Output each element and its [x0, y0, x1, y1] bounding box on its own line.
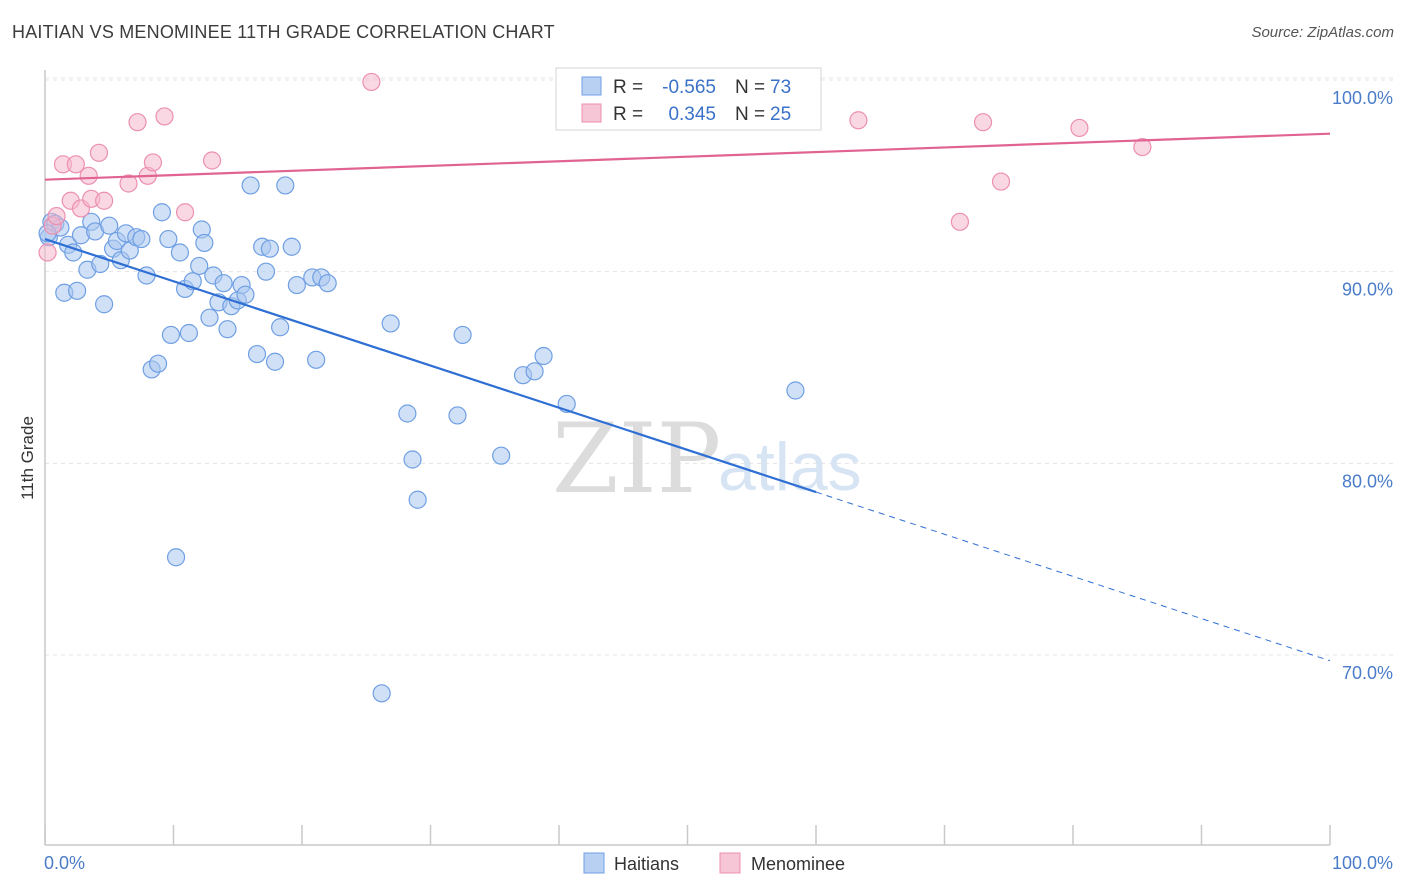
haitians-point [287, 275, 306, 295]
haitians-point [236, 285, 255, 304]
haitians-point [260, 239, 279, 258]
bottom-legend-label-menominee: Menominee [751, 854, 845, 874]
x-tick-label-min: 0.0% [44, 853, 85, 873]
menominee-point [1133, 137, 1152, 157]
haitians-point [525, 362, 544, 381]
menominee-point [79, 166, 98, 185]
haitians-point [170, 243, 190, 262]
haitians-point [307, 350, 326, 369]
haitians-point [64, 243, 83, 262]
haitians-point [318, 274, 337, 293]
haitians-point [161, 325, 181, 345]
bottom-legend-label-haitians: Haitians [614, 854, 679, 874]
series-legend: Haitians Menominee [583, 852, 845, 874]
haitians-point [492, 446, 511, 465]
menominee-point [362, 72, 381, 92]
haitians-point [534, 346, 553, 366]
haitians-point [448, 406, 467, 425]
trend-lines [44, 132, 1331, 662]
watermark: ZIP atlas [552, 403, 862, 515]
haitians-point [159, 229, 178, 249]
menominee-point [950, 212, 970, 231]
menominee-point [38, 243, 57, 262]
legend-swatch-menominee [581, 103, 602, 123]
haitians-point [265, 352, 285, 371]
y-tick-label: 80.0% [1342, 471, 1393, 491]
menominee-point [175, 203, 195, 222]
menominee-point [1070, 118, 1089, 138]
bottom-legend-swatch-haitians [583, 852, 605, 874]
haitians-point [179, 323, 199, 343]
haitians-point [95, 295, 114, 314]
legend-swatch-haitians [581, 76, 602, 96]
haitians-point [214, 274, 233, 293]
menominee-point [202, 151, 222, 170]
menominee-trend-line [44, 132, 1331, 181]
haitians-trend-extension [815, 491, 1331, 662]
haitians-point [408, 490, 427, 509]
haitians-point [166, 548, 186, 567]
haitians-point [381, 314, 400, 333]
menominee-point [143, 153, 163, 172]
menominee-point [66, 155, 85, 174]
haitians-point [195, 233, 214, 253]
y-tick-labels: 100.0% 90.0% 80.0% 70.0% [1332, 88, 1393, 683]
y-tick-label: 90.0% [1342, 280, 1393, 300]
legend-r-label-1: R = [613, 77, 643, 98]
haitians-point [453, 325, 472, 345]
haitians-point [241, 176, 260, 195]
menominee-point [128, 113, 147, 132]
haitians-point [256, 262, 276, 281]
watermark-zip: ZIP [552, 403, 721, 515]
gridlines [45, 77, 1393, 656]
menominee-point [155, 107, 174, 126]
x-ticks [44, 825, 1331, 845]
menominee-point [973, 113, 993, 132]
haitians-point [247, 344, 267, 364]
haitians-point [403, 450, 422, 469]
haitians-point [786, 381, 805, 400]
haitians-point [271, 318, 290, 337]
haitians-point [276, 176, 295, 195]
menominee-points [38, 72, 1152, 262]
legend-r-value-menominee: 0.345 [668, 104, 716, 125]
haitians-point [68, 281, 87, 300]
stats-legend: R = -0.565 N = 73 R = 0.345 N = 25 [555, 67, 822, 131]
y-axis-title: 11th Grade [18, 416, 37, 500]
menominee-point [89, 143, 109, 162]
y-tick-label: 100.0% [1332, 88, 1393, 108]
bottom-legend-swatch-menominee [719, 852, 741, 874]
legend-n-label-1: N = [735, 77, 765, 98]
legend-n-value-menominee: 25 [770, 104, 791, 125]
menominee-point [47, 206, 66, 226]
chart-title: HAITIAN VS MENOMINEE 11TH GRADE CORRELAT… [12, 22, 555, 42]
haitians-point [200, 308, 219, 327]
menominee-point [95, 191, 114, 210]
haitians-point [152, 203, 172, 222]
y-tick-label: 70.0% [1342, 663, 1393, 683]
source-label: Source: ZipAtlas.com [1251, 24, 1394, 41]
menominee-point [991, 172, 1011, 191]
x-tick-label-max: 100.0% [1332, 853, 1393, 873]
haitians-point [372, 684, 391, 703]
legend-n-label-2: N = [735, 104, 765, 125]
legend-r-value-haitians: -0.565 [662, 77, 716, 98]
haitians-trend-line [44, 238, 817, 494]
haitians-point [218, 320, 237, 339]
haitians-point [398, 404, 417, 423]
menominee-point [849, 111, 868, 130]
haitians-point [100, 216, 119, 235]
haitians-point [148, 354, 168, 373]
haitians-point [190, 256, 209, 276]
legend-n-value-haitians: 73 [770, 77, 791, 98]
haitians-point [282, 237, 301, 256]
haitians-point [132, 229, 151, 249]
menominee-point [119, 174, 138, 193]
legend-r-label-2: R = [613, 104, 643, 125]
